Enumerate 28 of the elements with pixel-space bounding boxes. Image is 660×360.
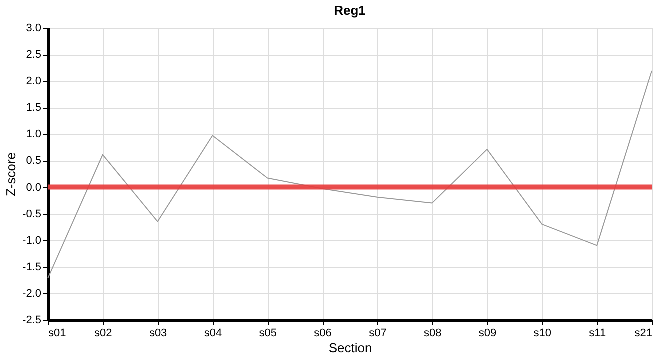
y-tick-label: -0.5 (22, 208, 42, 220)
y-tick-label: 3.0 (26, 22, 42, 34)
x-tick-label: s07 (369, 328, 387, 340)
x-tick-label: s06 (314, 328, 332, 340)
y-tick-label: -1.5 (22, 261, 42, 274)
x-tick-label: s02 (94, 328, 112, 340)
x-tick-label: s05 (259, 328, 278, 340)
x-tick-label: s08 (424, 328, 442, 340)
chart-title: Reg1 (334, 3, 366, 18)
y-tick-label: 1.5 (26, 102, 42, 114)
x-tick-label: s10 (534, 328, 552, 340)
y-tick-label: 2.5 (26, 49, 42, 62)
y-tick-label: -1.0 (22, 234, 42, 247)
x-tick-label: s03 (149, 328, 168, 340)
y-tick-label: 0.5 (26, 155, 42, 168)
y-axis-title: Z-score (4, 152, 19, 197)
y-tick-label: 2.0 (26, 76, 42, 88)
x-tick-label: s04 (204, 328, 222, 340)
line-series (48, 70, 652, 280)
x-tick-label: s09 (478, 328, 497, 340)
y-tick-label: -2.5 (22, 314, 42, 326)
y-tick-label: 0.0 (26, 182, 42, 194)
x-tick-label: s01 (48, 328, 66, 340)
x-tick-label: s11 (589, 328, 606, 340)
x-axis-title: Section (328, 340, 372, 356)
y-tick-label: 1.0 (26, 128, 42, 141)
x-tick-label: s21 (634, 328, 652, 340)
y-tick-label: -2.0 (22, 288, 42, 300)
